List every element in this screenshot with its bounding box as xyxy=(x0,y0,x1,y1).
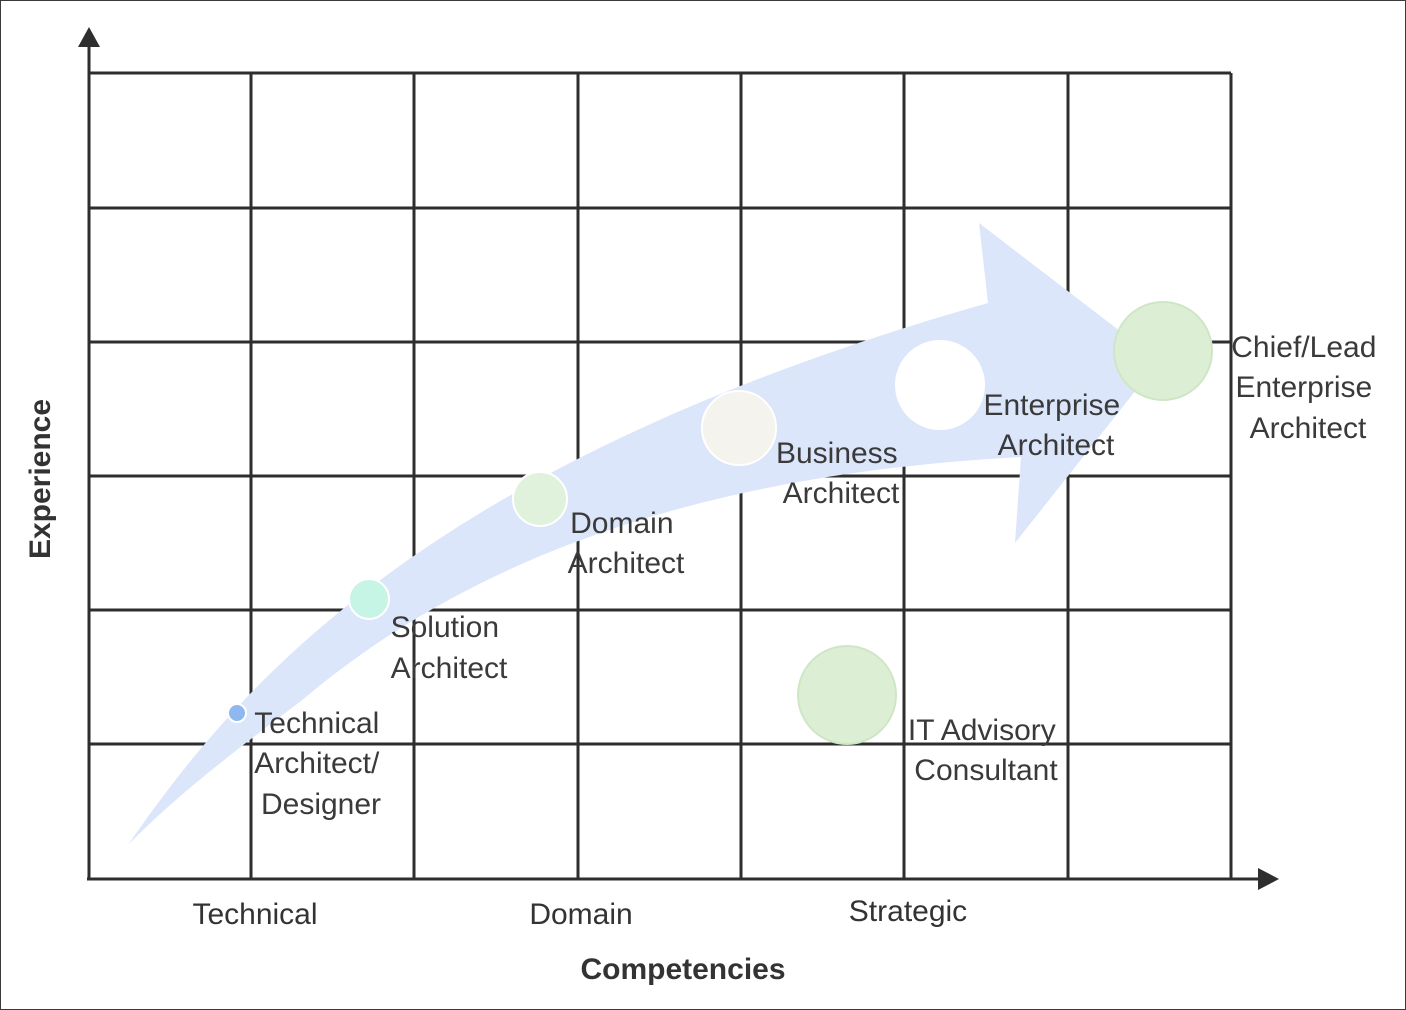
enterprise-architect-label-line-1: Enterprise xyxy=(983,389,1120,422)
technical-architect-bubble xyxy=(227,703,247,723)
chief-label-line-1: Chief/Lead xyxy=(1231,331,1376,364)
business-architect-label-line-2: Architect xyxy=(783,477,900,510)
enterprise-architect-label: Enterprise Architect xyxy=(983,389,1128,462)
chief-label-line-3: Architect xyxy=(1250,412,1367,445)
solution-architect-label-line-2: Architect xyxy=(391,652,508,685)
x-tick-labels: Technical Domain Strategic xyxy=(192,895,967,931)
y-axis-title: Experience xyxy=(24,399,57,559)
y-axis-arrowhead xyxy=(78,27,100,47)
x-axis-arrowhead xyxy=(1258,868,1279,890)
it-advisory-label-line-1: IT Advisory xyxy=(908,714,1056,747)
domain-architect-label-line-1: Domain xyxy=(570,507,673,540)
enterprise-architect-bubble xyxy=(895,340,985,430)
business-architect-label-line-1: Business xyxy=(776,437,898,470)
technical-architect-label-line-2: Architect/ xyxy=(254,747,380,780)
solution-architect-bubble xyxy=(348,578,390,620)
technical-architect-label-line-3: Designer xyxy=(261,788,381,821)
x-tick-strategic: Strategic xyxy=(849,895,967,928)
domain-architect-bubble xyxy=(512,471,568,527)
solution-architect-label-line-1: Solution xyxy=(391,611,499,644)
role-bubbles xyxy=(227,301,1213,745)
solution-architect-label: Solution Architect xyxy=(391,611,508,685)
it-advisory-consultant-bubble xyxy=(797,645,897,745)
role-labels: Technical Architect/ Designer Solution A… xyxy=(254,331,1384,821)
technical-architect-label-line-1: Technical xyxy=(254,707,379,740)
business-architect-label: Business Architect xyxy=(776,437,906,510)
enterprise-architect-label-line-2: Architect xyxy=(998,429,1115,462)
it-advisory-consultant-label: IT Advisory Consultant xyxy=(908,714,1064,787)
chief-lead-enterprise-architect-bubble xyxy=(1113,301,1213,401)
it-advisory-label-line-2: Consultant xyxy=(914,754,1058,787)
x-axis-title: Competencies xyxy=(580,953,785,986)
grid xyxy=(89,71,1233,879)
domain-architect-label: Domain Architect xyxy=(568,507,685,580)
business-architect-bubble xyxy=(701,390,777,466)
technical-architect-label: Technical Architect/ Designer xyxy=(254,707,387,821)
chief-label-line-2: Enterprise xyxy=(1235,371,1372,404)
x-tick-technical: Technical xyxy=(192,898,317,931)
axes xyxy=(78,27,1279,890)
x-tick-domain: Domain xyxy=(529,898,632,931)
domain-architect-label-line-2: Architect xyxy=(568,547,685,580)
chief-lead-enterprise-architect-label: Chief/Lead Enterprise Architect xyxy=(1231,331,1384,445)
